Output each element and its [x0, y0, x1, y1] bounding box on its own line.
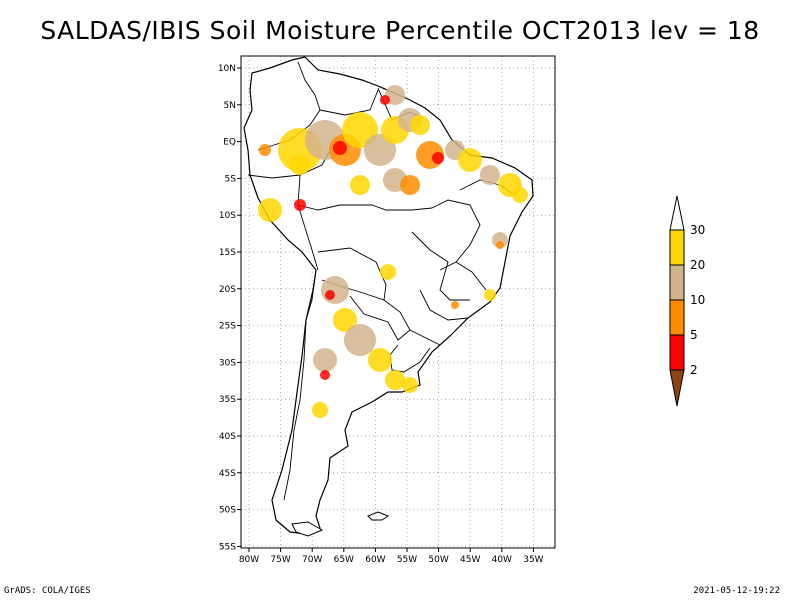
- percentile-patch: [484, 289, 496, 301]
- lon-label: 55W: [397, 555, 417, 565]
- lon-label: 50W: [428, 555, 448, 565]
- lon-label: 70W: [302, 555, 322, 565]
- footer-timestamp: 2021-05-12-19:22: [693, 586, 780, 596]
- percentile-patch: [512, 187, 528, 203]
- percentile-patch: [313, 348, 337, 372]
- percentile-patch: [344, 324, 376, 356]
- lon-label: 35W: [523, 555, 543, 565]
- percentile-patch: [432, 152, 444, 164]
- legend-colorbar: 30 20 10 5 2: [669, 195, 705, 407]
- lat-label: 20S: [219, 285, 236, 295]
- lat-label: 15S: [219, 248, 236, 258]
- percentile-patch: [333, 141, 347, 155]
- lat-label: EQ: [223, 138, 236, 148]
- percentile-patch: [451, 301, 459, 309]
- map-frame: [240, 55, 556, 549]
- percentile-patch: [380, 264, 396, 280]
- percentile-patch: [312, 402, 328, 418]
- lon-label: 75W: [270, 555, 290, 565]
- legend-lower-arrow: [669, 369, 685, 407]
- legend-upper-arrow: [669, 195, 685, 231]
- percentile-patch: [480, 165, 500, 185]
- falkland-islands: [367, 511, 390, 521]
- lat-label: 50S: [219, 506, 236, 516]
- percentile-patch: [350, 175, 370, 195]
- lat-label: 45S: [219, 469, 236, 479]
- lat-label: 5S: [225, 174, 237, 184]
- percentile-patch: [458, 148, 482, 172]
- lon-label: 80W: [239, 555, 259, 565]
- percentile-patch: [385, 370, 405, 390]
- percentile-patch: [294, 199, 306, 211]
- footer-credit: GrADS: COLA/IGES: [4, 586, 91, 596]
- percentile-patch: [321, 276, 349, 304]
- percentile-patch: [320, 370, 330, 380]
- percentile-patch: [368, 348, 392, 372]
- lat-label: 40S: [219, 432, 236, 442]
- percentile-patch: [410, 115, 430, 135]
- legend-label-30: 30: [690, 223, 705, 237]
- legend-label-5: 5: [690, 328, 698, 342]
- percentile-patch: [380, 95, 390, 105]
- tierra-del-fuego: [291, 521, 324, 537]
- lat-label: 10N: [218, 64, 236, 74]
- legend-label-2: 2: [690, 363, 698, 377]
- lon-label: 45W: [460, 555, 480, 565]
- percentile-fill: [258, 85, 528, 418]
- lon-label: 40W: [492, 555, 512, 565]
- lat-label: 30S: [219, 358, 236, 368]
- map-title: SALDAS/IBIS Soil Moisture Percentile OCT…: [40, 16, 760, 45]
- lon-label: 65W: [334, 555, 354, 565]
- percentile-patch: [325, 290, 335, 300]
- percentile-patch: [259, 144, 271, 156]
- legend-swatch-2-5: [669, 334, 685, 371]
- percentile-patch: [402, 377, 418, 393]
- longitude-axis: 80W 75W 70W 65W 60W 55W 50W 45W 40W 35W: [239, 548, 544, 565]
- percentile-patch: [492, 232, 508, 248]
- percentile-patch: [258, 198, 282, 222]
- lat-label: 25S: [219, 322, 236, 332]
- legend-swatch-20-30: [669, 229, 685, 266]
- legend-label-20: 20: [690, 258, 705, 272]
- south-america-map: [243, 56, 534, 537]
- percentile-patch: [496, 241, 504, 249]
- lat-label: 55S: [219, 542, 236, 552]
- country-borders: [247, 61, 516, 501]
- legend-swatch-10-20: [669, 264, 685, 301]
- legend-label-10: 10: [690, 293, 705, 307]
- lat-label: 10S: [219, 211, 236, 221]
- latitude-axis: 10N 5N EQ 5S 10S 15S 20S 25S 30S 35S 40S 45S 50S 55S: [218, 64, 241, 552]
- percentile-patch: [333, 308, 357, 332]
- lat-label: 35S: [219, 395, 236, 405]
- percentile-patch: [290, 155, 310, 175]
- percentile-patch: [400, 175, 420, 195]
- lon-label: 60W: [365, 555, 385, 565]
- legend-swatch-5-10: [669, 299, 685, 336]
- lat-label: 5N: [224, 101, 236, 111]
